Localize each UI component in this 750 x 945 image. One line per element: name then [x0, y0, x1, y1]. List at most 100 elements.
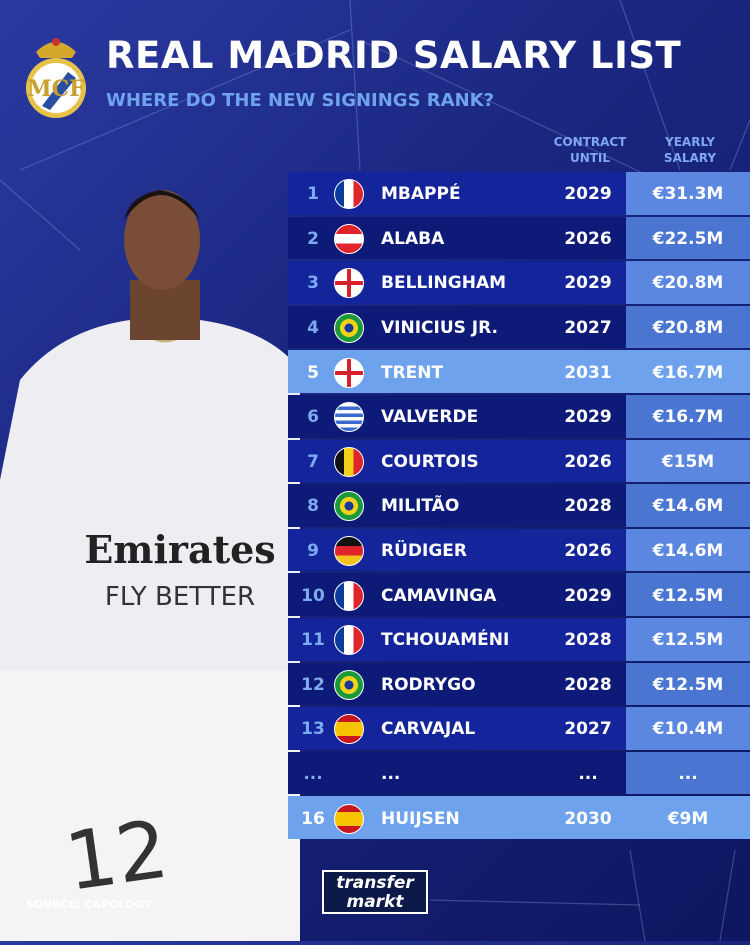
- flag-spain-icon: [334, 714, 364, 745]
- yearly-salary: ...: [678, 764, 698, 785]
- table-row: 7 COURTOIS 2026 €15M: [288, 439, 750, 485]
- contract-until: 2026: [564, 228, 612, 249]
- flag-england-icon: [334, 268, 364, 299]
- yearly-salary: €12.5M: [652, 674, 724, 695]
- rank: 4: [307, 318, 319, 339]
- flag-england-icon: [334, 357, 364, 388]
- page-subtitle: WHERE DO THE NEW SIGNINGS RANK?: [106, 90, 495, 111]
- player-name: HUIJSEN: [381, 808, 460, 829]
- flag-belgium-icon: [334, 446, 364, 477]
- shirt-sponsor: Emirates: [84, 527, 275, 572]
- flag-brazil-icon: [334, 669, 364, 700]
- contract-until: 2031: [564, 362, 612, 383]
- flag-france-icon: [334, 580, 364, 611]
- contract-until: 2028: [564, 496, 612, 517]
- rank: 7: [307, 451, 319, 472]
- yearly-salary: €12.5M: [652, 585, 724, 606]
- contract-until: 2028: [564, 630, 612, 651]
- table-row: 3 BELLINGHAM 2029 €20.8M: [288, 261, 750, 306]
- player-name: COURTOIS: [381, 451, 479, 472]
- salary-cell-background: [626, 350, 750, 393]
- shirt-number: 12: [60, 803, 174, 909]
- flag-france-icon: [334, 625, 364, 656]
- contract-until: 2029: [564, 273, 612, 294]
- player-name: CAMAVINGA: [381, 585, 497, 606]
- player-name: ALABA: [381, 228, 445, 249]
- salary-cell-background: [626, 216, 750, 260]
- rank: 6: [307, 407, 319, 428]
- player-name: MBAPPÉ: [381, 184, 461, 205]
- yearly-salary: €12.5M: [652, 630, 724, 651]
- flag-uruguay-icon: [334, 402, 364, 433]
- column-header-contract: CONTRACT UNTIL: [553, 135, 627, 165]
- player-name: VINICIUS JR.: [381, 318, 498, 339]
- svg-text:MCF: MCF: [27, 76, 85, 102]
- rank: 13: [301, 719, 325, 740]
- player-name: TRENT: [381, 362, 444, 383]
- salary-cell-background: [626, 305, 750, 349]
- table-row: 9 RÜDIGER 2026 €14.6M: [288, 528, 750, 574]
- rank: 10: [301, 585, 325, 606]
- table-row: ... ... ... ...: [288, 751, 750, 797]
- contract-until: 2029: [564, 585, 612, 606]
- table-row: 4 VINICIUS JR. 2027 €20.8M: [288, 305, 750, 351]
- page-title: REAL MADRID SALARY LIST: [106, 34, 682, 77]
- source-credit: SOURCE: CAPOLOGY: [26, 898, 152, 911]
- player-name: MILITÃO: [381, 496, 460, 517]
- player-name: RODRYGO: [381, 674, 476, 695]
- yearly-salary: €14.6M: [652, 541, 724, 562]
- salary-cell-background: [626, 439, 750, 483]
- contract-until: 2029: [564, 407, 612, 428]
- yearly-salary: €31.3M: [652, 184, 724, 205]
- salary-cell-background: [626, 484, 750, 527]
- rank: 16: [301, 808, 325, 829]
- rank: 2: [307, 228, 319, 249]
- row-background: [288, 751, 626, 795]
- table-row: 13 CARVAJAL 2027 €10.4M: [288, 707, 750, 752]
- player-name: RÜDIGER: [381, 541, 467, 562]
- rank: 8: [307, 496, 319, 517]
- contract-until: 2030: [564, 808, 612, 829]
- table-row: 12 RODRYGO 2028 €12.5M: [288, 662, 750, 708]
- table-row: 6 VALVERDE 2029 €16.7M: [288, 394, 750, 440]
- salary-cell-background: [626, 796, 750, 839]
- player-name: TCHOUAMÉNI: [381, 630, 510, 651]
- salary-cell-background: [626, 662, 750, 706]
- contract-until: 2028: [564, 674, 612, 695]
- table-row: 2 ALABA 2026 €22.5M: [288, 216, 750, 262]
- salary-cell-background: [626, 261, 750, 304]
- yearly-salary: €10.4M: [652, 719, 724, 740]
- rank: 12: [301, 674, 325, 695]
- yearly-salary: €22.5M: [652, 228, 724, 249]
- rank: 5: [307, 362, 319, 383]
- rank: ...: [303, 764, 323, 785]
- salary-cell-background: [626, 573, 750, 616]
- player-name: VALVERDE: [381, 407, 479, 428]
- player-name: CARVAJAL: [381, 719, 476, 740]
- transfermarkt-logo: transfer markt: [322, 870, 428, 914]
- yearly-salary: €9M: [667, 808, 709, 829]
- column-header-salary: YEARLY SALARY: [663, 135, 717, 165]
- salary-cell-background: [626, 617, 750, 661]
- table-row: 10 CAMAVINGA 2029 €12.5M: [288, 573, 750, 618]
- yearly-salary: €14.6M: [652, 496, 724, 517]
- contract-until: 2027: [564, 318, 612, 339]
- yearly-salary: €20.8M: [652, 273, 724, 294]
- flag-germany-icon: [334, 536, 364, 567]
- rank: 3: [307, 273, 319, 294]
- player-photo: Emirates FLY BETTER 12: [0, 150, 300, 941]
- flag-brazil-icon: [334, 491, 364, 522]
- table-row: 5 TRENT 2031 €16.7M: [288, 350, 750, 395]
- yearly-salary: €16.7M: [652, 362, 724, 383]
- yearly-salary: €20.8M: [652, 318, 724, 339]
- flag-austria-icon: [334, 223, 364, 254]
- table-row: 1 MBAPPÉ 2029 €31.3M: [288, 172, 750, 217]
- table-row: 16 HUIJSEN 2030 €9M: [288, 796, 750, 841]
- salary-cell-background: [626, 528, 750, 572]
- flag-spain-icon: [334, 803, 364, 834]
- yearly-salary: €15M: [661, 451, 715, 472]
- rank: 1: [307, 184, 319, 205]
- rank: 9: [307, 541, 319, 562]
- salary-cell-background: [626, 394, 750, 438]
